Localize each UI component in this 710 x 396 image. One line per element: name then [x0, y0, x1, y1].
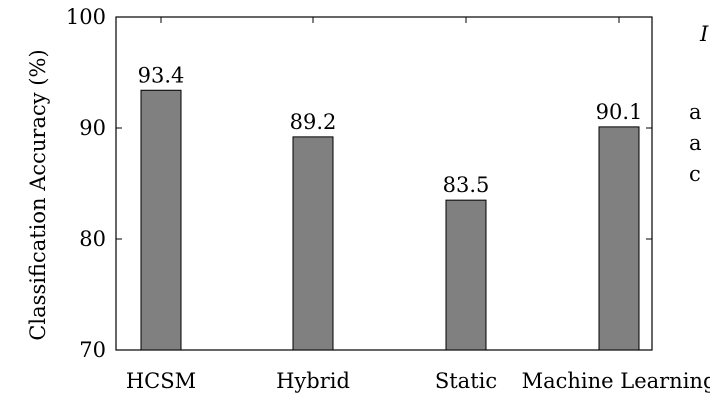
- plot-frame: [115, 16, 653, 351]
- y-tick-label: 90: [79, 116, 106, 140]
- y-axis-label: Classification Accuracy (%): [26, 49, 50, 340]
- bar-hcsm: [140, 89, 182, 351]
- bar-hybrid: [292, 136, 334, 351]
- y-tick-label: 80: [79, 227, 106, 251]
- bar-value-label: 90.1: [596, 100, 643, 124]
- bars: [140, 89, 640, 351]
- side-text-line-1: I: [700, 22, 709, 46]
- bar-static: [445, 199, 487, 351]
- bar-value-label: 83.5: [443, 173, 490, 197]
- axes: 70 80 90 100 HCSM Hybrid Static Machine Learnin…: [66, 5, 710, 393]
- y-tick-label: 70: [79, 338, 106, 362]
- side-text-line-2: a: [689, 100, 702, 124]
- data-labels: 93.4 89.2 83.5 90.1: [138, 63, 643, 197]
- x-tick-label: HCSM: [126, 369, 196, 393]
- y-tick-label: 100: [66, 5, 106, 29]
- bar-value-label: 89.2: [290, 110, 337, 134]
- side-text-line-4: c: [689, 162, 701, 186]
- x-tick-label: Hybrid: [276, 369, 350, 393]
- x-tick-label: Machine Learning: [522, 369, 710, 393]
- x-tick-label: Static: [435, 369, 497, 393]
- bar-machine-learning: [598, 126, 640, 351]
- bar-value-label: 93.4: [138, 63, 185, 87]
- side-text-line-3: a: [689, 131, 702, 155]
